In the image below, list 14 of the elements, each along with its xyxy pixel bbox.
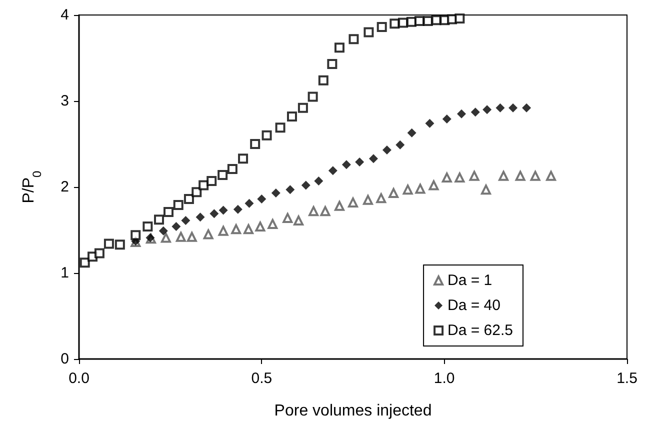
legend-label: Da = 62.5 xyxy=(448,322,514,339)
y-tick-label: 3 xyxy=(60,92,69,110)
x-tick-label: 1.0 xyxy=(434,370,455,387)
legend-label: Da = 40 xyxy=(448,297,501,314)
y-tick-label: 1 xyxy=(60,264,69,282)
y-tick-label: 4 xyxy=(60,6,69,24)
y-axis-title: P/P0 xyxy=(20,170,44,204)
x-tick-label: 1.5 xyxy=(616,370,638,387)
y-tick-label: 2 xyxy=(60,178,69,196)
x-tick-label: 0.5 xyxy=(251,370,272,387)
x-axis-title: Pore volumes injected xyxy=(274,402,432,420)
legend-label: Da = 1 xyxy=(448,272,492,289)
x-tick-label: 0.0 xyxy=(68,370,90,387)
y-tick-label: 0 xyxy=(60,350,69,368)
